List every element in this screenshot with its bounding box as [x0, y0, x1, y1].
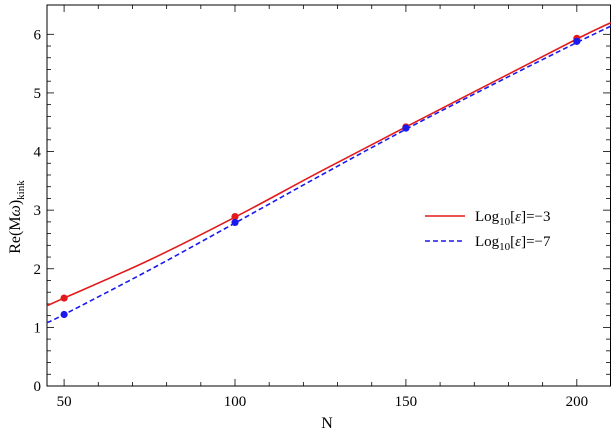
legend-item-eps-7: Log10[ε]=−7	[425, 234, 551, 253]
series-line-eps-7	[47, 25, 611, 324]
y-axis-title: Re(Mω)kink	[7, 180, 27, 254]
x-tick-label: 100	[224, 394, 247, 410]
plot-frame	[46, 4, 611, 387]
svg-text:Log10[ε]=−3: Log10[ε]=−3	[475, 209, 551, 228]
legend-label-eps-3-suffix: ]=−3	[521, 209, 550, 225]
legend-label-eps-7-sub: 10	[499, 241, 511, 253]
legend: Log10[ε]=−3 Log10[ε]=−7	[425, 209, 551, 253]
data-point-eps-3	[231, 213, 239, 221]
legend-label-eps-3-mid: [	[510, 209, 515, 225]
y-tick-label: 0	[34, 379, 42, 395]
y-tick-label: 3	[34, 203, 42, 219]
x-axis-title: N	[321, 415, 333, 432]
x-tick-label: 200	[566, 394, 589, 410]
data-point-eps-3	[60, 294, 68, 302]
x-tick-label: 150	[395, 394, 418, 410]
legend-label-eps-3-sub: 10	[499, 216, 511, 228]
plot-border	[46, 4, 611, 387]
svg-text:Re(Mω)kink: Re(Mω)kink	[7, 180, 27, 254]
data-point-eps-7	[402, 124, 410, 132]
svg-text:Log10[ε]=−7: Log10[ε]=−7	[475, 234, 551, 253]
y-tick-label: 1	[34, 320, 42, 336]
data-point-eps-7	[60, 310, 68, 319]
y-tick-label: 5	[34, 86, 42, 102]
y-axis-title-close: )	[7, 200, 24, 205]
y-tick-label: 4	[34, 145, 42, 161]
legend-label-eps-3-eps: ε	[515, 209, 521, 225]
y-tick-label: 2	[34, 262, 42, 278]
y-axis-title-base: Re(M	[7, 216, 24, 253]
legend-label-eps-7-prefix: Log	[475, 234, 500, 250]
data-point-eps-7	[573, 37, 581, 45]
y-axis-title-subscript: kink	[15, 180, 27, 200]
x-tick-label: 50	[57, 394, 72, 410]
legend-label-eps-7-suffix: ]=−7	[521, 234, 551, 250]
legend-label-eps-3-prefix: Log	[475, 209, 500, 225]
x-axis-ticks: 50 100 150 200	[57, 5, 588, 410]
y-axis-title-omega: ω	[7, 205, 24, 216]
legend-label-eps-7-mid: [	[510, 234, 515, 250]
series-line-eps-3	[47, 21, 611, 307]
legend-label-eps-7-eps: ε	[515, 234, 521, 250]
y-tick-label: 6	[34, 27, 42, 43]
legend-item-eps-3: Log10[ε]=−3	[425, 209, 551, 228]
y-axis-ticks: 0 1 2 3 4 5 6	[34, 27, 610, 395]
series-group	[47, 21, 611, 324]
data-point-eps-7	[231, 218, 239, 227]
